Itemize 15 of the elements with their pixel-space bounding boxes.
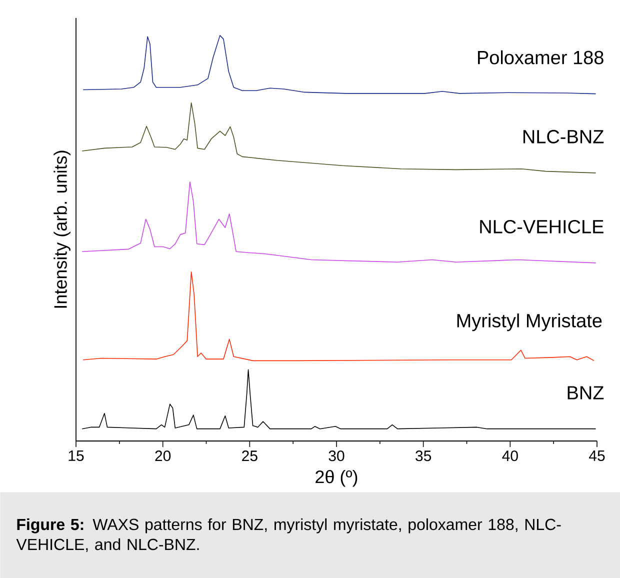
x-tick-label: 35: [416, 450, 432, 462]
y-axis-title: Intensity (arb. units): [54, 150, 70, 308]
series-label: Poloxamer 188: [478, 50, 604, 64]
x-tick-label: 45: [589, 450, 605, 461]
x-tick-label: 20: [155, 450, 171, 462]
series-label: NLC-BNZ: [523, 130, 604, 144]
series-label: BNZ: [568, 386, 604, 400]
text: Figure 5: WAXS patterns for BNZ, myristyl myristate, poloxamer 188, NLC-VEHICLE, and NLC-BNZ.: [16, 518, 561, 552]
series-label: NLC-VEHICLE: [480, 220, 604, 234]
x-tick-label: 25: [242, 450, 258, 462]
series-label: Myristyl Myristate: [457, 313, 602, 332]
x-tick-label: 30: [328, 450, 344, 462]
x-tick-label: 15: [68, 450, 84, 461]
x-axis-title: 2θ (º): [316, 470, 358, 487]
x-tick-label: 40: [502, 450, 518, 462]
